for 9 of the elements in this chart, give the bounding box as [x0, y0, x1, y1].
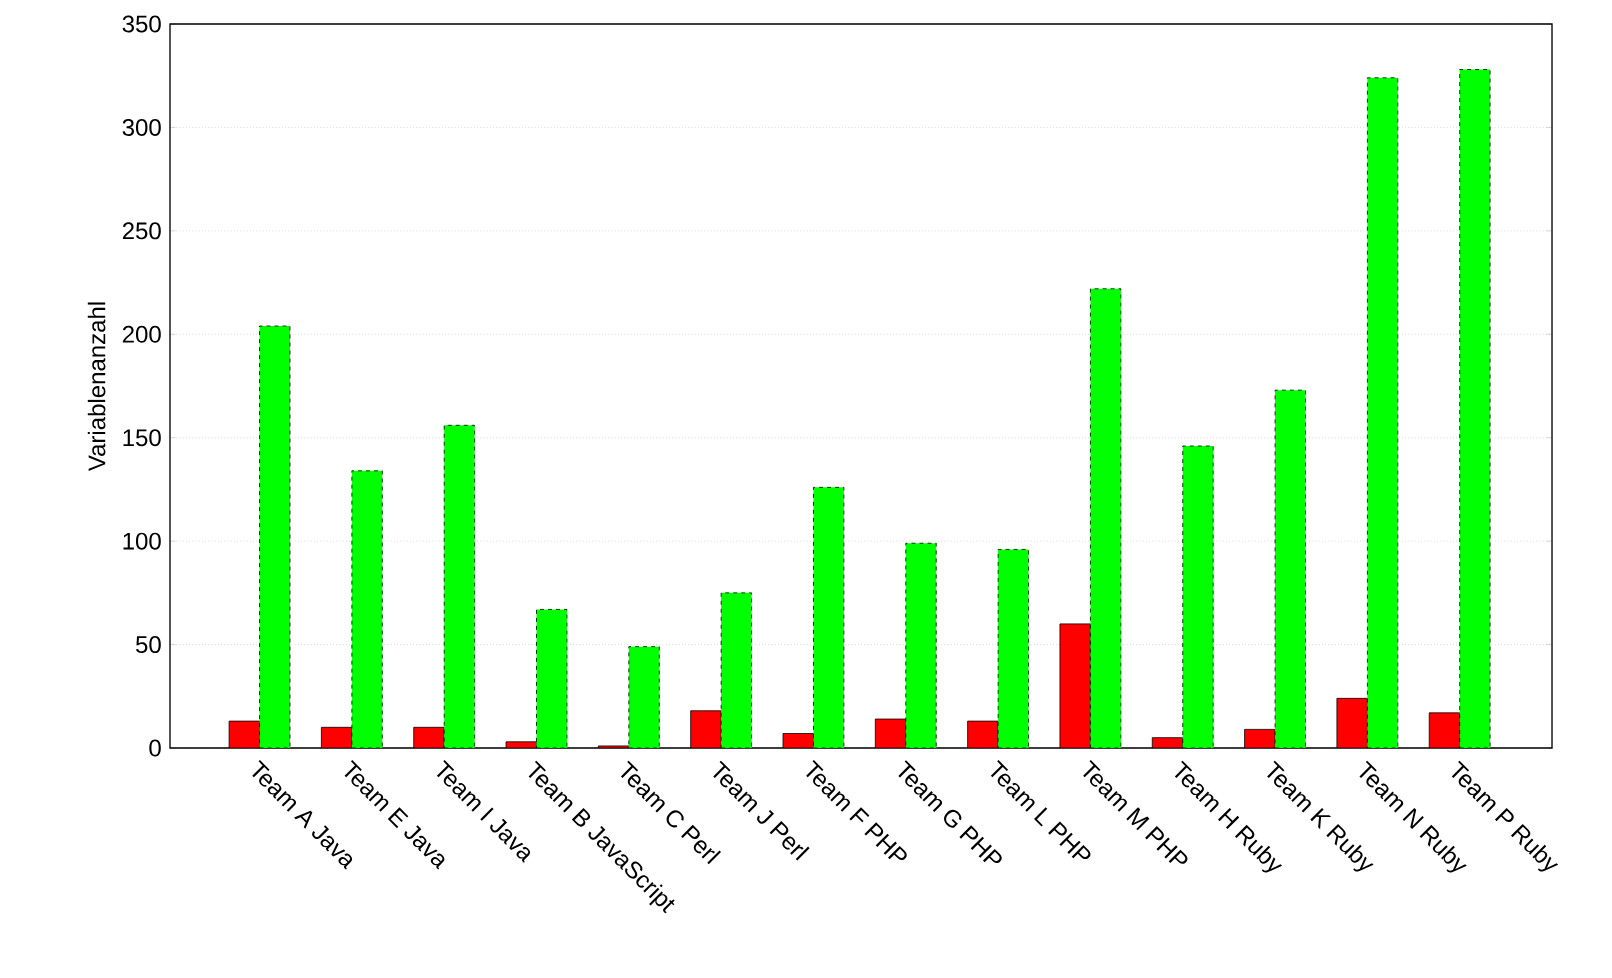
y-tick-label: 50 — [136, 636, 161, 654]
y-tick-label: 150 — [123, 429, 161, 447]
y-tick-label: 350 — [122, 15, 161, 33]
y-tick-label: 100 — [123, 532, 161, 550]
y-tick-label: 250 — [122, 222, 161, 240]
y-tick-label: 200 — [122, 325, 161, 343]
y-axis-title: Variablenanzahl — [87, 302, 106, 472]
y-tick-label: 300 — [122, 118, 161, 136]
y-tick-label: 0 — [149, 739, 161, 757]
